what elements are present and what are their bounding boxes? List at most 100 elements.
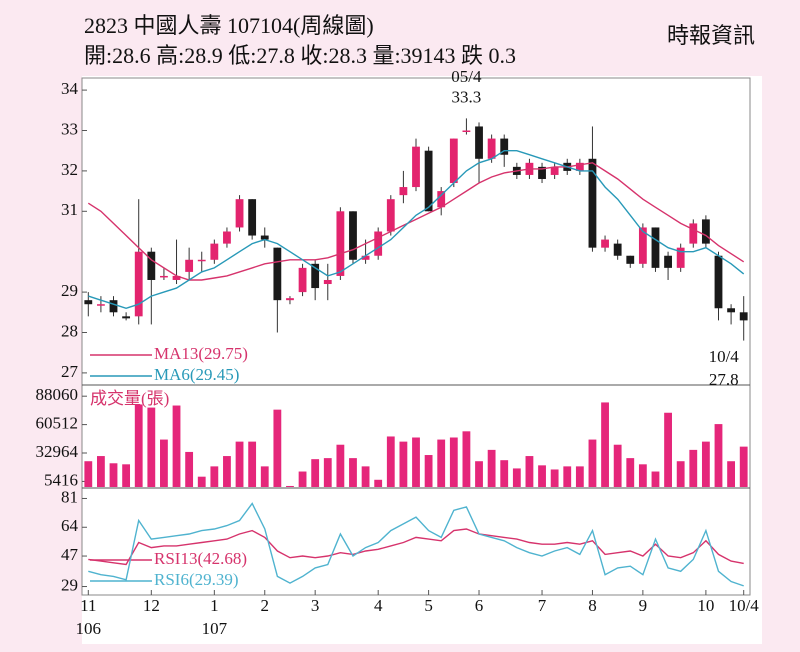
rsi-line: [88, 528, 744, 566]
candle-body: [185, 259, 194, 272]
volume-bar: [563, 466, 572, 487]
source: 時報資訊: [667, 23, 755, 48]
y-tick-label: 29: [61, 281, 78, 300]
chart-title: 2823 中國人壽 107104(周線圖): [84, 13, 374, 38]
y-tick-label: 29: [61, 575, 78, 594]
volume-bar: [248, 441, 257, 487]
x-tick-label: 8: [588, 596, 597, 615]
candle-body: [210, 243, 219, 260]
candle-body: [664, 255, 672, 268]
volume-bar: [538, 465, 546, 487]
volume-bar: [449, 437, 458, 487]
candle-body: [613, 243, 622, 256]
ma-line: [87, 162, 745, 281]
volume-bar: [399, 441, 408, 487]
x-tick-label: 7: [538, 596, 547, 615]
candle-body: [638, 227, 647, 264]
candle-body: [147, 251, 156, 280]
y-tick-label: 31: [61, 200, 78, 219]
candle-body: [323, 279, 332, 285]
candle-body: [386, 199, 395, 232]
candle-body: [134, 251, 143, 317]
candle-body: [676, 247, 685, 268]
volume-bar: [638, 464, 647, 487]
candle-body: [273, 247, 282, 301]
x-tick-label: 1: [210, 596, 219, 615]
candle-body: [197, 259, 206, 262]
annotation-date: 10/4: [709, 347, 740, 366]
candle-body: [462, 130, 471, 132]
candle-body: [160, 275, 168, 278]
annotation-date: 05/4: [451, 67, 482, 86]
volume-bar: [727, 461, 736, 487]
chart-subtitle: 開:28.6 高:28.9 低:27.8 收:28.3 量:39143 跌 0.…: [84, 43, 516, 68]
volume-bar: [197, 476, 206, 487]
x-tick-label: 12: [143, 596, 160, 615]
volume-bar: [613, 444, 622, 487]
candle-body: [122, 316, 131, 319]
y-tick-label: 33: [61, 119, 78, 138]
volume-bar: [160, 439, 168, 487]
candle-body: [172, 275, 181, 280]
candle-body: [475, 126, 483, 159]
candle-body: [727, 308, 736, 313]
volume-bar: [412, 437, 420, 487]
x-tick-label: 6: [475, 596, 484, 615]
candle-body: [109, 300, 118, 313]
y-tick-label: 32964: [36, 442, 79, 461]
candle-body: [349, 211, 357, 260]
year-label: 107: [202, 619, 228, 638]
volume-bar: [260, 466, 269, 487]
candle-body: [399, 187, 408, 196]
volume-bar: [714, 424, 723, 487]
year-label: 106: [76, 619, 102, 638]
y-tick-label: 32: [61, 160, 78, 179]
y-tick-label: 34: [61, 79, 79, 98]
legend-label: RSI13(42.68): [154, 549, 247, 568]
volume-bar: [475, 461, 483, 487]
candle-body: [84, 300, 93, 305]
candle-body: [286, 298, 294, 301]
y-tick-label: 88060: [36, 385, 79, 404]
candle-body: [374, 231, 383, 256]
y-tick-label: 64: [61, 516, 79, 535]
volume-bar: [437, 439, 446, 487]
volume-bar: [286, 485, 294, 487]
legend-label: MA6(29.45): [154, 365, 239, 384]
candle-body: [651, 227, 660, 268]
candle-body: [412, 146, 420, 188]
ma-line: [88, 150, 745, 310]
volume-bar: [210, 466, 219, 487]
volume-bar: [122, 464, 131, 487]
volume-bar: [336, 444, 345, 487]
volume-bar: [361, 466, 370, 487]
volume-bar: [651, 471, 660, 487]
y-tick-label: 27: [61, 362, 79, 381]
volume-bar: [349, 458, 357, 487]
candle-body: [487, 138, 496, 159]
volume-bar: [235, 441, 244, 487]
candle-body: [714, 255, 723, 309]
candle-body: [575, 162, 584, 171]
y-tick-label: 28: [61, 321, 78, 340]
candle-body: [601, 239, 609, 248]
y-tick-label: 81: [61, 487, 78, 506]
volume-bar: [664, 412, 672, 487]
annotation-value: 33.3: [452, 87, 482, 106]
y-tick-label: 47: [61, 545, 79, 564]
candle-body: [424, 150, 433, 212]
volume-bar: [626, 458, 635, 487]
volume-bar: [374, 479, 383, 487]
x-tick-label: 4: [374, 596, 383, 615]
volume-bar: [323, 458, 332, 487]
volume-bar: [273, 409, 282, 487]
volume-bar: [739, 446, 748, 487]
candle-body: [361, 255, 370, 260]
candle-body: [689, 223, 698, 244]
x-tick-label: 11: [80, 596, 96, 615]
volume-bar: [689, 449, 698, 487]
volume-bar: [701, 441, 710, 487]
candle-body: [739, 312, 748, 321]
volume-bar: [298, 471, 307, 487]
